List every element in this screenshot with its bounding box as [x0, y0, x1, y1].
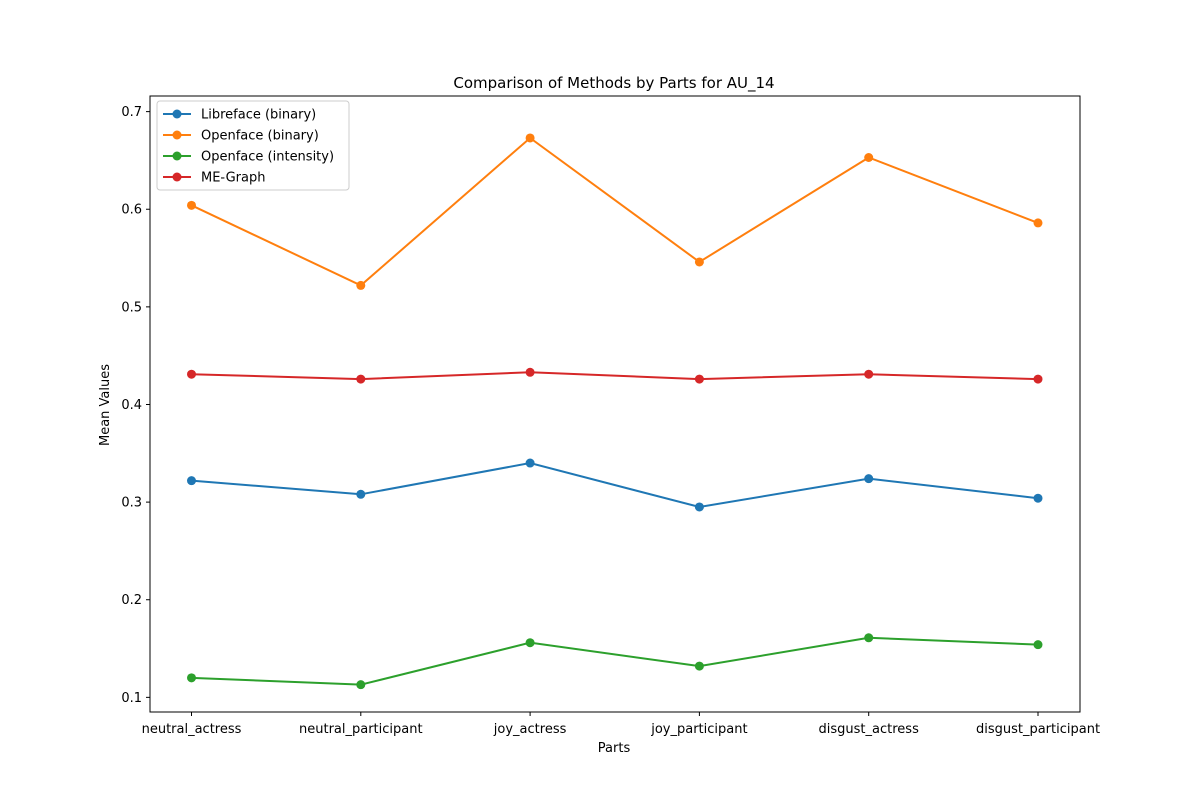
data-point [187, 476, 196, 486]
data-point [694, 661, 704, 671]
x-tick-label: joy_actress [493, 722, 567, 737]
series-line [191, 462, 1039, 509]
data-point [1033, 218, 1043, 228]
series-line [191, 636, 1039, 686]
legend-marker [172, 109, 182, 119]
data-point [694, 257, 704, 267]
y-tick-label: 0.5 [121, 300, 142, 315]
legend-marker [172, 130, 182, 140]
series-line [191, 371, 1039, 381]
data-point [864, 633, 874, 643]
legend-label: Libreface (binary) [201, 108, 316, 123]
data-point [1033, 640, 1043, 650]
y-tick-label: 0.4 [121, 398, 142, 413]
y-tick-label: 0.1 [121, 691, 142, 706]
data-point [864, 153, 874, 163]
data-point [187, 200, 196, 210]
data-point [694, 374, 704, 384]
legend-box [156, 100, 350, 191]
y-tick-label: 0.2 [121, 593, 142, 608]
x-tick-label: disgust_actress [819, 722, 920, 737]
data-point [694, 502, 704, 512]
data-point [356, 680, 366, 690]
y-axis-label: Mean Values [98, 364, 113, 446]
x-tick-label: neutral_actress [142, 722, 242, 737]
data-point [864, 369, 874, 379]
legend-label: ME-Graph [201, 171, 265, 186]
plot-area: 0.1 0.2 0.3 0.4 0.5 0.6 0.7 neutral_actress neut… [121, 95, 1100, 737]
data-point [525, 638, 535, 648]
legend-marker [172, 151, 182, 161]
data-point [187, 369, 196, 379]
data-point [1033, 493, 1043, 503]
legend-label: Openface (intensity) [201, 150, 334, 165]
legend-label: Openface (binary) [201, 129, 319, 144]
legend: Libreface (binary) Openface (binary) Openf… [156, 100, 350, 191]
x-axis-label: Parts [598, 741, 631, 756]
chart-title: Comparison of Methods by Parts for AU_14 [453, 74, 774, 93]
data-point [1033, 374, 1043, 384]
series-line [191, 136, 1039, 287]
data-point [525, 367, 535, 377]
y-tick-label: 0.6 [121, 203, 142, 218]
data-point [864, 474, 874, 484]
data-point [187, 673, 196, 683]
data-point [525, 458, 535, 468]
data-point [525, 133, 535, 143]
y-tick-label: 0.7 [121, 105, 142, 120]
x-tick-label: joy_participant [650, 722, 747, 737]
y-tick-label: 0.3 [121, 496, 142, 511]
data-point [356, 489, 366, 499]
legend-marker [172, 172, 182, 182]
data-point [356, 280, 366, 290]
x-tick-label: disgust_participant [976, 722, 1100, 737]
x-tick-label: neutral_participant [299, 722, 423, 737]
data-point [356, 374, 366, 384]
